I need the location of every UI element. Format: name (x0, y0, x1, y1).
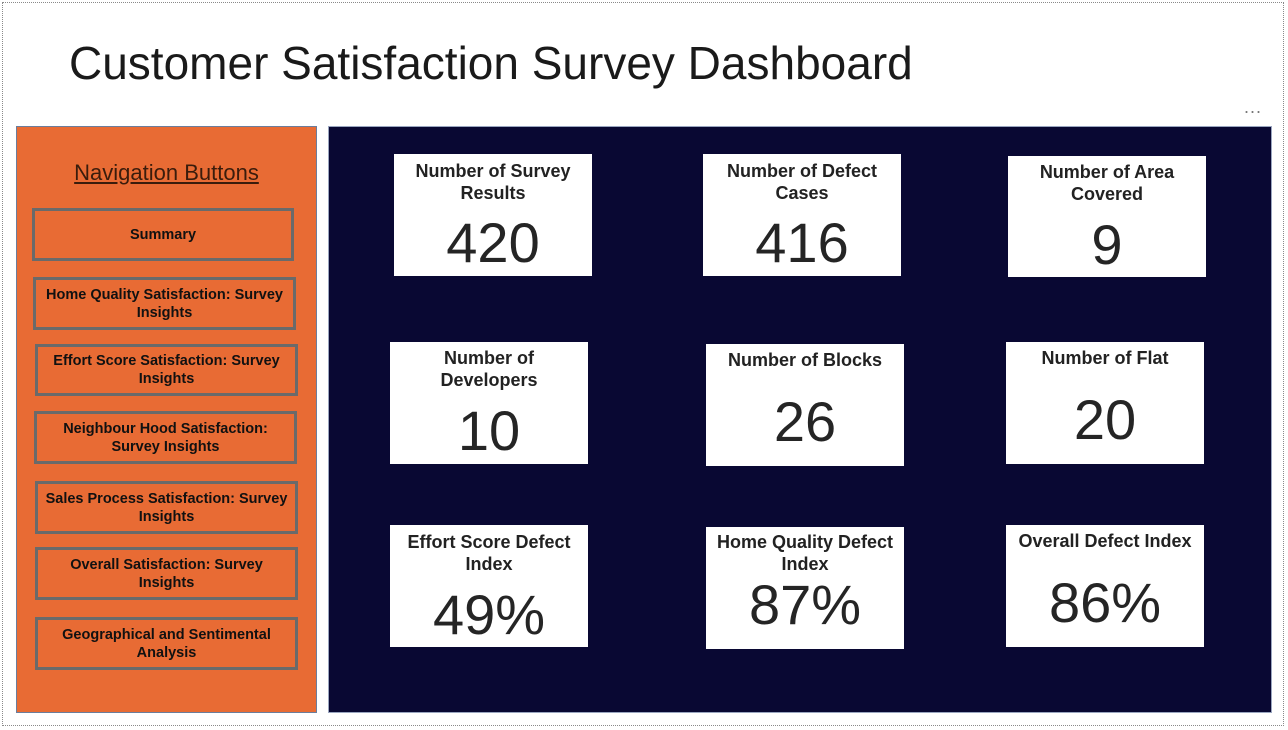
kpi-value: 416 (755, 211, 849, 274)
nav-button-summary[interactable]: Summary (32, 208, 294, 261)
kpi-label: Number of Defect Cases (726, 161, 878, 203)
kpi-card-blocks: Number of Blocks 26 (706, 344, 904, 466)
kpi-card-overall-defect-index: Overall Defect Index 86% (1006, 525, 1204, 647)
kpi-card-survey-results: Number of Survey Results 420 (394, 154, 592, 276)
kpi-label: Number of Area Covered (1039, 162, 1175, 204)
kpi-panel: Number of Survey Results 420 Number of D… (328, 126, 1272, 713)
kpi-value: 9 (1091, 213, 1123, 276)
kpi-card-defect-cases: Number of Defect Cases 416 (703, 154, 901, 276)
kpi-label: Home Quality Defect Index (716, 532, 894, 574)
navigation-panel: Navigation Buttons Summary Home Quality … (16, 126, 317, 713)
kpi-value: 86% (1048, 571, 1162, 634)
nav-button-home-quality[interactable]: Home Quality Satisfaction: Survey Insigh… (33, 277, 296, 330)
kpi-label: Overall Defect Index (1018, 531, 1192, 551)
kpi-card-effort-score-defect-index: Effort Score Defect Index 49% (390, 525, 588, 647)
kpi-label: Number of Survey Results (415, 161, 571, 203)
kpi-card-home-quality-defect-index: Home Quality Defect Index 87% (706, 527, 904, 649)
kpi-value: 26 (773, 390, 837, 453)
nav-button-geographical[interactable]: Geographical and Sentimental Analysis (35, 617, 298, 670)
more-options-icon[interactable]: ... (1244, 97, 1263, 117)
kpi-value: 87% (748, 573, 862, 636)
kpi-label: Number of Blocks (727, 350, 883, 370)
kpi-label: Number of Developers (440, 348, 538, 390)
kpi-value: 20 (1073, 388, 1137, 451)
kpi-card-flat: Number of Flat 20 (1006, 342, 1204, 464)
kpi-value: 420 (446, 211, 540, 274)
kpi-value: 49% (432, 583, 546, 646)
nav-button-sales-process[interactable]: Sales Process Satisfaction: Survey Insig… (35, 481, 298, 534)
nav-button-overall[interactable]: Overall Satisfaction: Survey Insights (35, 547, 298, 600)
kpi-card-developers: Number of Developers 10 (390, 342, 588, 464)
kpi-label: Number of Flat (1041, 348, 1169, 368)
navigation-heading: Navigation Buttons (74, 160, 259, 185)
kpi-card-area-covered: Number of Area Covered 9 (1008, 156, 1206, 277)
kpi-value: 10 (457, 399, 521, 462)
nav-button-effort-score[interactable]: Effort Score Satisfaction: Survey Insigh… (35, 344, 298, 396)
page-title: Customer Satisfaction Survey Dashboard (69, 37, 913, 89)
nav-button-neighbour-hood[interactable]: Neighbour Hood Satisfaction: Survey Insi… (34, 411, 297, 464)
kpi-label: Effort Score Defect Index (407, 532, 571, 574)
